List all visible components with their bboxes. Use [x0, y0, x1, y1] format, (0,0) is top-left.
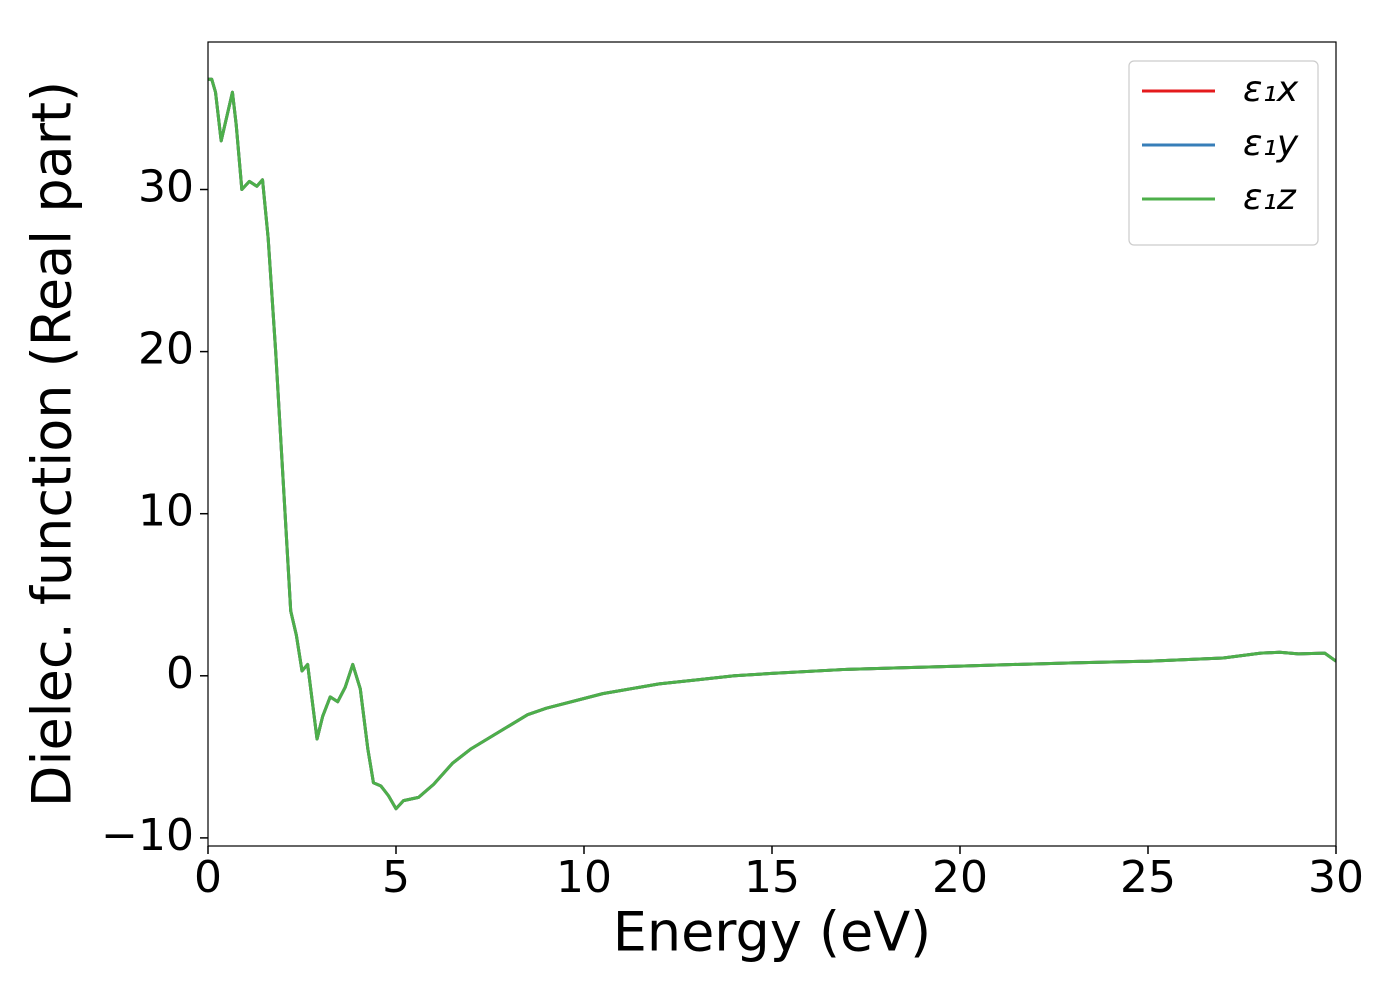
- x-tick-label: 15: [744, 852, 800, 903]
- x-axis-label: Energy (eV): [613, 901, 932, 964]
- y-tick-label: 0: [166, 648, 194, 699]
- legend-label: ε₁z: [1243, 177, 1297, 218]
- data-line: [208, 77, 1336, 811]
- x-tick-label: 10: [556, 852, 612, 903]
- x-tick-label: 5: [382, 852, 410, 903]
- y-axis-label: Dielec. function (Real part): [21, 81, 84, 807]
- x-tick-label: 20: [932, 852, 988, 903]
- x-tick-label: 30: [1308, 852, 1364, 903]
- plot-frame: [207, 41, 1337, 847]
- x-tick-label: 25: [1120, 852, 1176, 903]
- y-tick-label: 20: [138, 324, 194, 375]
- legend-label: ε₁x: [1243, 69, 1299, 110]
- y-tick-label: 30: [138, 162, 194, 213]
- y-tick-label: 10: [138, 486, 194, 537]
- x-tick-label: 0: [194, 852, 222, 903]
- y-tick-label: −10: [101, 810, 194, 861]
- legend-label: ε₁y: [1243, 123, 1299, 164]
